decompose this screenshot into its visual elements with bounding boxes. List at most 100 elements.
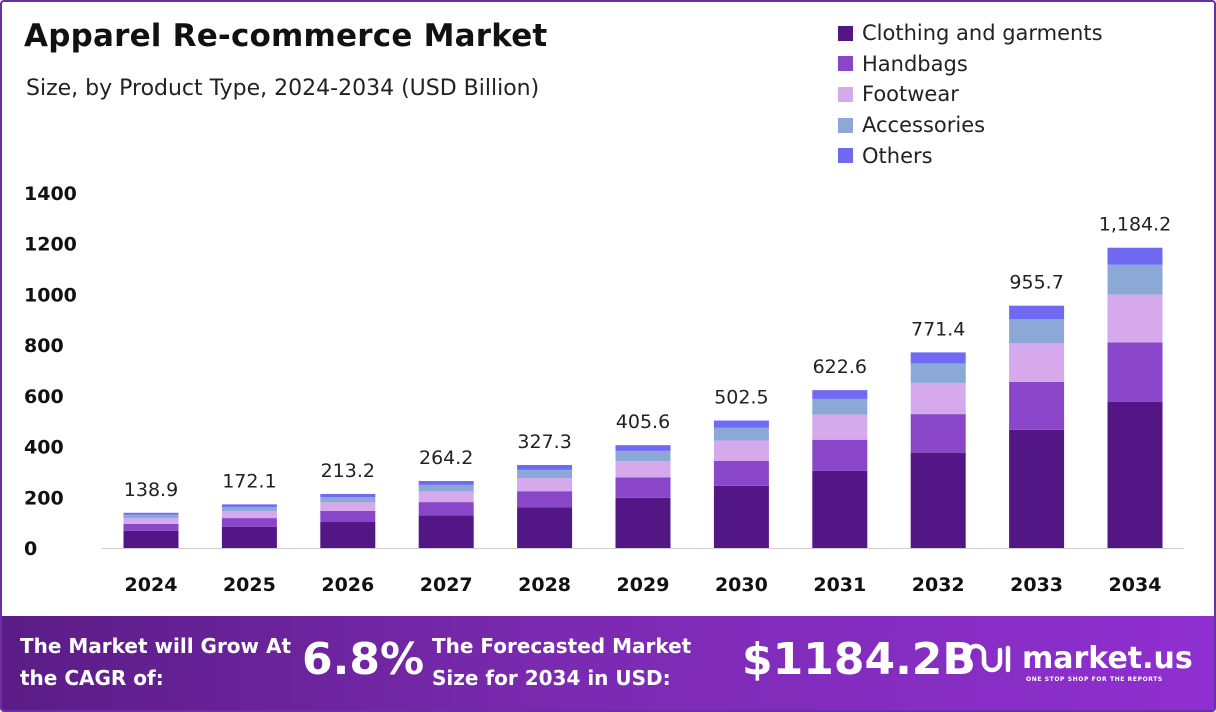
bar-segment	[1009, 381, 1065, 430]
y-tick-label: 400	[24, 437, 64, 459]
x-tick-label: 2028	[518, 574, 571, 596]
y-tick-label: 1200	[24, 234, 77, 256]
x-tick-label: 2025	[223, 574, 276, 596]
bar-segment	[1107, 264, 1163, 295]
bar-segment	[517, 465, 573, 470]
bar-segment	[123, 514, 179, 519]
bar-total-label: 955.7	[1009, 272, 1063, 294]
bar-segment	[517, 478, 573, 492]
bar-total-label: 264.2	[419, 447, 473, 469]
bar-segment	[1009, 343, 1065, 382]
bar-segment	[418, 502, 474, 516]
bar-segment	[221, 504, 277, 507]
x-tick-label: 2034	[1109, 574, 1162, 596]
bar-segment	[713, 440, 769, 461]
footer-banner: The Market will Grow At the CAGR of: 6.8…	[2, 616, 1214, 710]
bar-segment	[123, 512, 179, 515]
bar-segment	[418, 491, 474, 503]
legend-label-accessories: Accessories	[862, 113, 986, 138]
legend-item-others: Others	[838, 140, 1103, 171]
legend-swatch-accessories	[838, 117, 853, 133]
y-tick-label: 600	[24, 386, 64, 408]
bar-segment	[1009, 305, 1065, 320]
x-tick-label: 2033	[1010, 574, 1063, 596]
bar-segment	[1009, 319, 1065, 344]
x-tick-label: 2030	[715, 574, 768, 596]
bar-segment	[812, 414, 868, 440]
bar-segment	[910, 382, 966, 415]
bar-segment	[812, 390, 868, 399]
bar-segment	[812, 439, 868, 471]
legend-label-others: Others	[862, 143, 933, 168]
bar-total-label: 502.5	[714, 387, 768, 409]
bar-total-label: 172.1	[222, 470, 276, 492]
forecast-label: The Forecasted Market Size for 2034 in U…	[432, 634, 692, 690]
x-tick-label: 2031	[813, 574, 866, 596]
bar-segment	[1107, 401, 1163, 548]
bar-segment	[123, 530, 179, 548]
bar-total-label: 327.3	[517, 431, 571, 453]
bar-segment	[418, 515, 474, 548]
bar-segment	[615, 497, 671, 548]
bar-segment	[910, 363, 966, 383]
bar-segment	[320, 502, 376, 511]
legend-label-footwear: Footwear	[862, 82, 959, 107]
y-tick-label: 1000	[24, 284, 77, 306]
bar-segment	[221, 518, 277, 527]
legend-item-clothing: Clothing and garments	[838, 18, 1103, 49]
bar-segment	[320, 493, 376, 498]
legend-label-handbags: Handbags	[862, 51, 968, 76]
bar-segment	[517, 469, 573, 479]
bar-total-label: 138.9	[124, 479, 178, 501]
bar-total-label: 771.4	[911, 318, 965, 340]
bar-total-label: 1,184.2	[1099, 214, 1172, 236]
stacked-bar-chart: 0 200 400 600 800 1000 1200 1400 138.9 2024 172.1 2…	[24, 183, 1184, 596]
bar-segment	[910, 352, 966, 364]
legend-item-accessories: Accessories	[838, 110, 1103, 141]
market-us-logo-icon	[965, 643, 1011, 673]
bar-segment	[812, 398, 868, 415]
legend-swatch-clothing	[838, 25, 853, 41]
bar-segment	[123, 518, 179, 524]
y-tick-label: 1400	[24, 183, 77, 205]
bar-segment	[615, 477, 671, 498]
bar-segment	[517, 507, 573, 548]
chart-title: Apparel Re-commerce Market	[24, 18, 548, 54]
y-tick-label: 800	[24, 335, 64, 357]
bar-segment	[615, 445, 671, 451]
forecast-value: $1184.2B	[742, 634, 976, 685]
bar-segment	[221, 511, 277, 519]
cagr-label: The Market will Grow At the CAGR of:	[20, 634, 292, 690]
x-tick-label: 2026	[321, 574, 374, 596]
bar-segment	[713, 420, 769, 428]
bar-segment	[418, 481, 474, 485]
bar-segment	[615, 461, 671, 478]
bar-segment	[1009, 429, 1065, 548]
bar-segment	[1107, 247, 1163, 265]
y-tick-label: 0	[24, 538, 37, 560]
x-tick-label: 2027	[420, 574, 473, 596]
legend-swatch-handbags	[838, 56, 853, 72]
bar-segment	[1107, 294, 1163, 343]
brand-name: market.us	[1022, 640, 1193, 676]
bar-segment	[418, 484, 474, 492]
y-tick-label: 200	[24, 487, 64, 509]
legend-swatch-others	[838, 148, 853, 164]
bar-segment	[1107, 342, 1163, 402]
bar-segment	[123, 523, 179, 531]
bar-segment	[221, 526, 277, 548]
x-tick-label: 2032	[912, 574, 965, 596]
x-tick-label: 2029	[617, 574, 670, 596]
bar-segment	[320, 521, 376, 548]
bar-total-label: 405.6	[616, 411, 670, 433]
bar-segment	[221, 506, 277, 512]
bar-segment	[910, 452, 966, 548]
x-tick-label: 2024	[125, 574, 178, 596]
cagr-value: 6.8%	[302, 634, 425, 685]
bar-segment	[910, 414, 966, 453]
bar-total-label: 622.6	[813, 356, 867, 378]
legend-swatch-footwear	[838, 86, 853, 102]
legend-item-handbags: Handbags	[838, 49, 1103, 80]
legend: Clothing and garments Handbags Footwear …	[838, 18, 1103, 171]
